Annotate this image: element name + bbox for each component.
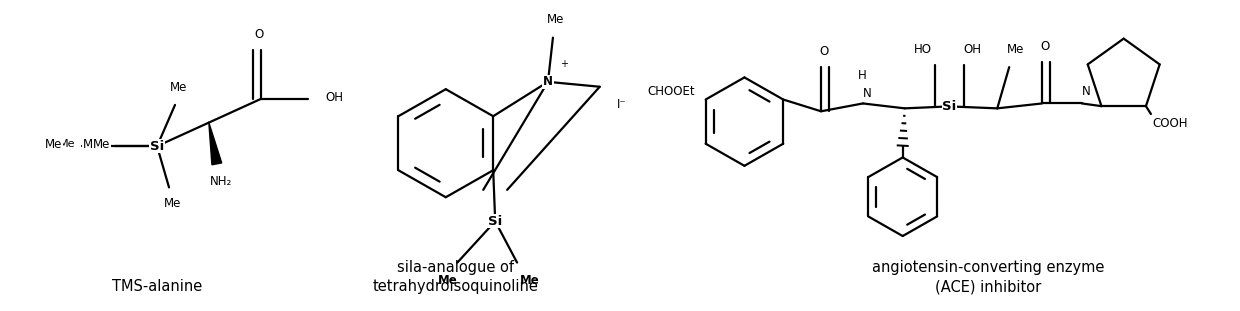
Text: angiotensin-converting enzyme
(ACE) inhibitor: angiotensin-converting enzyme (ACE) inhi… bbox=[872, 260, 1105, 295]
Text: Me: Me bbox=[520, 274, 539, 287]
Text: Me: Me bbox=[93, 138, 110, 151]
Text: COOH: COOH bbox=[1152, 117, 1188, 130]
Text: Me: Me bbox=[83, 138, 100, 151]
Text: Si: Si bbox=[942, 100, 956, 113]
Text: Me: Me bbox=[438, 274, 458, 287]
Text: Me: Me bbox=[1007, 43, 1024, 56]
Text: TMS-alanine: TMS-alanine bbox=[112, 280, 202, 295]
Text: Si: Si bbox=[150, 140, 164, 153]
Text: HO: HO bbox=[914, 43, 931, 56]
Text: OH: OH bbox=[963, 43, 981, 56]
Text: O: O bbox=[820, 45, 828, 58]
Text: O: O bbox=[254, 28, 263, 41]
Text: N: N bbox=[863, 87, 872, 100]
Text: +: + bbox=[560, 59, 568, 69]
Text: N: N bbox=[1081, 85, 1090, 98]
Text: OH: OH bbox=[325, 91, 343, 104]
Text: H: H bbox=[858, 69, 867, 82]
Text: Me: Me bbox=[45, 138, 62, 151]
Text: Si: Si bbox=[489, 215, 502, 228]
Text: Me: Me bbox=[60, 139, 76, 149]
Text: CHOOEt: CHOOEt bbox=[647, 85, 696, 98]
Text: NH₂: NH₂ bbox=[210, 175, 232, 188]
Text: O: O bbox=[1040, 40, 1050, 53]
Text: sila-analogue of
tetrahydroisoquinoline: sila-analogue of tetrahydroisoquinoline bbox=[373, 260, 538, 295]
Text: Me: Me bbox=[547, 13, 564, 26]
Text: I⁻: I⁻ bbox=[616, 98, 626, 111]
Polygon shape bbox=[208, 123, 222, 165]
Text: Me: Me bbox=[165, 197, 182, 210]
Text: N: N bbox=[543, 75, 553, 88]
Text: Me: Me bbox=[170, 81, 187, 94]
